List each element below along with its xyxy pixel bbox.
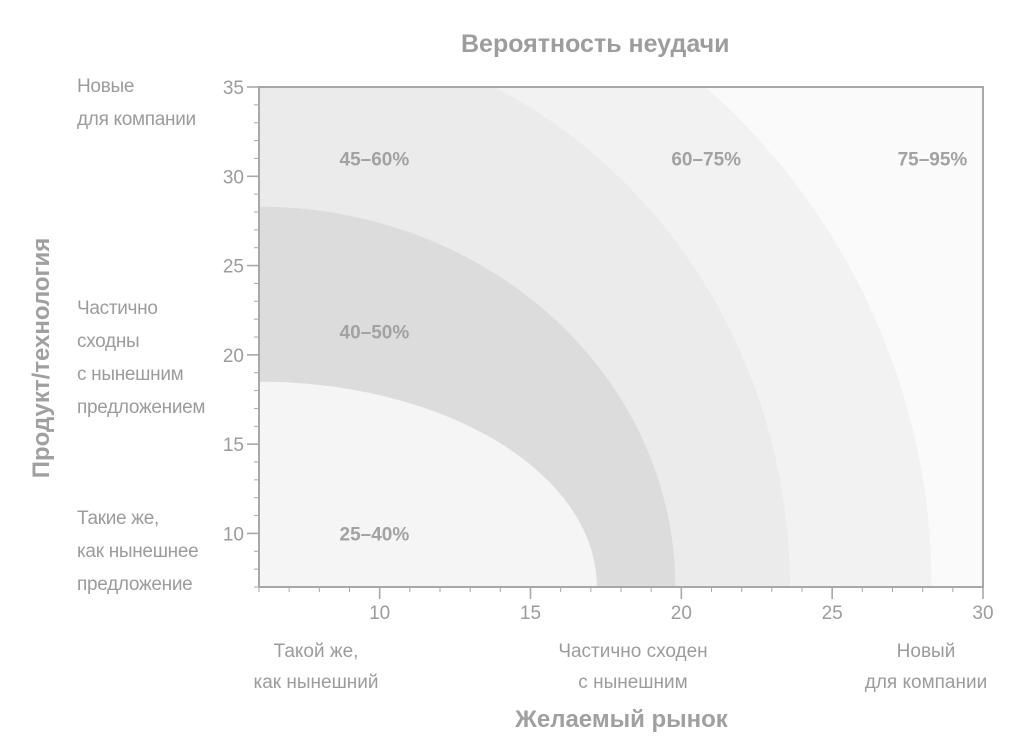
y-category-new-line-1: Новые bbox=[77, 76, 135, 97]
y-category-partial-line-3: с нынешним bbox=[77, 364, 184, 385]
x-category-partial: Частично сходен с нынешним bbox=[523, 636, 743, 698]
region-25-40 bbox=[259, 381, 597, 587]
x-category-same-line-1: Такой же, bbox=[273, 641, 359, 662]
y-category-partial: Частично сходны с нынешним предложением bbox=[77, 292, 205, 424]
x-tick-label: 10 bbox=[369, 603, 390, 624]
region-label: 60–75% bbox=[671, 149, 741, 170]
region-label: 25–40% bbox=[340, 524, 410, 545]
y-category-same: Такие же, как нынешнее предложение bbox=[77, 502, 199, 601]
y-tick-label: 30 bbox=[223, 167, 244, 188]
x-category-partial-line-2: с нынешним bbox=[578, 672, 688, 693]
x-category-new-line-1: Новый bbox=[896, 641, 956, 662]
x-tick-label: 15 bbox=[520, 603, 541, 624]
x-tick-label: 30 bbox=[972, 603, 993, 624]
x-tick-label: 25 bbox=[822, 603, 843, 624]
y-category-new: Новые для компании bbox=[77, 70, 196, 136]
y-tick-label: 20 bbox=[223, 346, 244, 367]
region-label: 45–60% bbox=[340, 149, 410, 170]
y-category-partial-line-4: предложением bbox=[77, 397, 206, 418]
x-category-same: Такой же, как нынешний bbox=[216, 636, 416, 698]
region-label: 75–95% bbox=[898, 149, 968, 170]
y-category-partial-line-2: сходны bbox=[77, 331, 140, 352]
y-tick-label: 10 bbox=[223, 524, 244, 545]
x-tick-label: 20 bbox=[671, 603, 692, 624]
y-category-same-line-3: предложение bbox=[77, 574, 193, 595]
chart-title: Вероятность неудачи bbox=[461, 30, 730, 58]
y-tick-label: 25 bbox=[223, 257, 244, 278]
y-axis-title: Продукт/технология bbox=[28, 237, 55, 479]
y-category-same-line-2: как нынешнее bbox=[77, 541, 199, 562]
x-category-partial-line-1: Частично сходен bbox=[558, 641, 708, 662]
x-category-new: Новый для компании bbox=[836, 636, 1012, 698]
x-category-same-line-2: как нынешний bbox=[253, 672, 379, 693]
y-category-new-line-2: для компании bbox=[77, 109, 196, 130]
x-category-new-line-2: для компании bbox=[864, 672, 988, 693]
y-tick-label: 15 bbox=[223, 435, 244, 456]
y-category-partial-line-1: Частично bbox=[77, 298, 158, 319]
y-category-same-line-1: Такие же, bbox=[77, 508, 159, 529]
x-axis-title: Желаемый рынок bbox=[515, 706, 728, 733]
region-label: 40–50% bbox=[340, 323, 410, 344]
y-tick-label: 35 bbox=[223, 78, 244, 99]
